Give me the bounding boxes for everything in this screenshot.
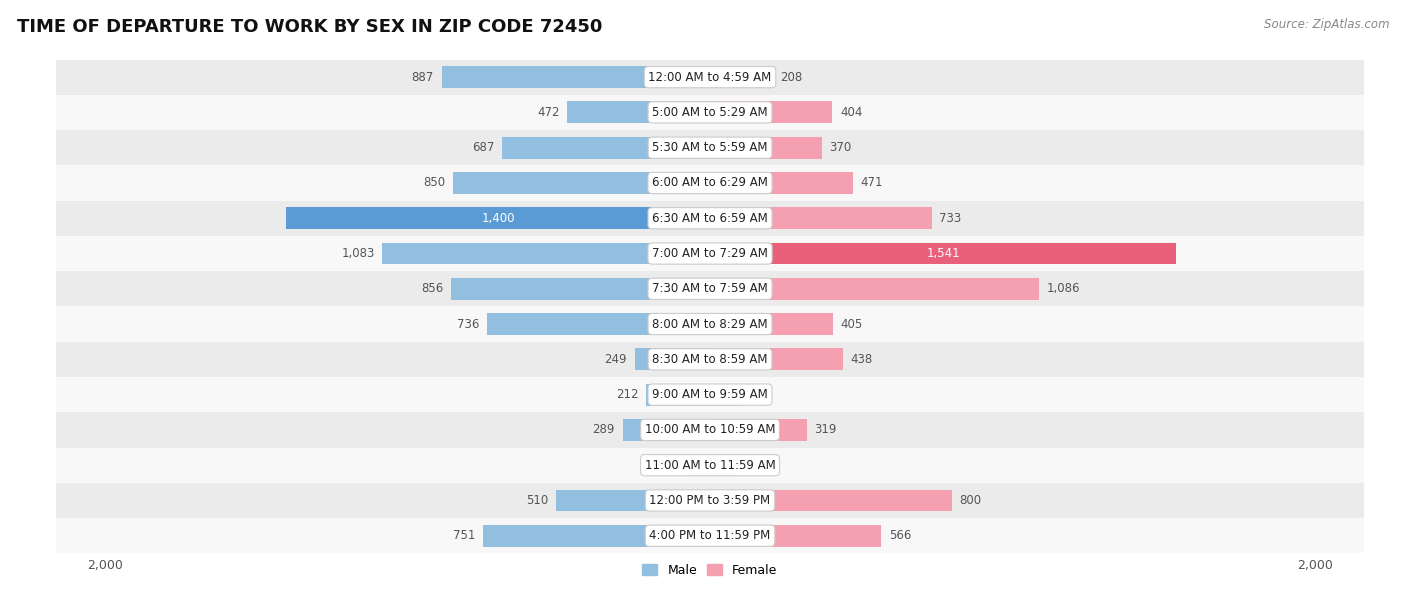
Bar (634, 349, 710, 370)
Text: 566: 566 (889, 529, 911, 542)
Bar (56, 342, 1364, 377)
Bar (56, 483, 1364, 518)
Text: 751: 751 (453, 529, 475, 542)
Text: 10:00 AM to 10:59 AM: 10:00 AM to 10:59 AM (645, 424, 775, 436)
Text: 12:00 AM to 4:59 AM: 12:00 AM to 4:59 AM (648, 71, 772, 84)
Text: 800: 800 (960, 494, 981, 507)
Text: 319: 319 (814, 424, 837, 436)
Text: 12:00 PM to 3:59 PM: 12:00 PM to 3:59 PM (650, 494, 770, 507)
Text: 8:00 AM to 8:29 AM: 8:00 AM to 8:29 AM (652, 318, 768, 331)
Text: 87: 87 (744, 459, 759, 472)
Bar (382, 243, 710, 264)
Text: 4:00 PM to 11:59 PM: 4:00 PM to 11:59 PM (650, 529, 770, 542)
Text: 100: 100 (748, 388, 770, 401)
Text: 736: 736 (457, 318, 479, 331)
Text: Source: ZipAtlas.com: Source: ZipAtlas.com (1264, 18, 1389, 31)
Bar (56, 306, 1364, 342)
Bar (710, 172, 852, 194)
Bar (56, 130, 1364, 165)
Text: 687: 687 (472, 141, 495, 154)
Text: 289: 289 (592, 424, 614, 436)
Legend: Male, Female: Male, Female (637, 559, 783, 582)
Bar (482, 525, 710, 547)
Bar (710, 454, 737, 476)
Text: 1,083: 1,083 (342, 247, 374, 260)
Text: 73: 73 (665, 459, 681, 472)
Bar (451, 278, 710, 300)
Bar (710, 349, 842, 370)
Bar (56, 201, 1364, 236)
Text: 404: 404 (839, 106, 862, 119)
Bar (710, 384, 741, 406)
Text: 887: 887 (412, 71, 434, 84)
Text: 7:00 AM to 7:29 AM: 7:00 AM to 7:29 AM (652, 247, 768, 260)
Bar (488, 313, 710, 335)
Text: 1,541: 1,541 (927, 247, 960, 260)
Bar (56, 165, 1364, 201)
Bar (287, 207, 710, 229)
Text: 1,086: 1,086 (1046, 282, 1080, 295)
Bar (710, 137, 823, 159)
Bar (56, 236, 1364, 271)
Bar (56, 95, 1364, 130)
Text: 212: 212 (616, 388, 638, 401)
Text: 733: 733 (939, 212, 962, 225)
Text: TIME OF DEPARTURE TO WORK BY SEX IN ZIP CODE 72450: TIME OF DEPARTURE TO WORK BY SEX IN ZIP … (17, 18, 602, 36)
Text: 6:30 AM to 6:59 AM: 6:30 AM to 6:59 AM (652, 212, 768, 225)
Bar (453, 172, 710, 194)
Text: 510: 510 (526, 494, 548, 507)
Bar (710, 419, 807, 441)
Bar (710, 490, 952, 511)
Bar (710, 278, 1039, 300)
Bar (688, 454, 710, 476)
Text: 5:00 AM to 5:29 AM: 5:00 AM to 5:29 AM (652, 106, 768, 119)
Bar (710, 66, 773, 88)
Bar (56, 377, 1364, 412)
Text: 249: 249 (605, 353, 627, 366)
Text: 1,400: 1,400 (481, 212, 515, 225)
Bar (710, 525, 882, 547)
Text: 9:00 AM to 9:59 AM: 9:00 AM to 9:59 AM (652, 388, 768, 401)
Bar (710, 102, 832, 123)
Text: 850: 850 (423, 177, 446, 189)
Bar (56, 447, 1364, 483)
Bar (56, 518, 1364, 553)
Text: 405: 405 (841, 318, 862, 331)
Bar (56, 60, 1364, 95)
Bar (56, 271, 1364, 306)
Bar (623, 419, 710, 441)
Bar (567, 102, 710, 123)
Text: 5:30 AM to 5:59 AM: 5:30 AM to 5:59 AM (652, 141, 768, 154)
Bar (555, 490, 710, 511)
Text: 6:00 AM to 6:29 AM: 6:00 AM to 6:29 AM (652, 177, 768, 189)
Text: 438: 438 (851, 353, 872, 366)
Text: 472: 472 (537, 106, 560, 119)
Bar (441, 66, 710, 88)
Text: 856: 856 (422, 282, 443, 295)
Bar (710, 243, 1177, 264)
Bar (710, 313, 832, 335)
Text: 208: 208 (780, 71, 803, 84)
Text: 370: 370 (830, 141, 852, 154)
Bar (502, 137, 710, 159)
Text: 7:30 AM to 7:59 AM: 7:30 AM to 7:59 AM (652, 282, 768, 295)
Bar (56, 412, 1364, 447)
Text: 471: 471 (860, 177, 883, 189)
Text: 8:30 AM to 8:59 AM: 8:30 AM to 8:59 AM (652, 353, 768, 366)
Bar (645, 384, 710, 406)
Text: 11:00 AM to 11:59 AM: 11:00 AM to 11:59 AM (645, 459, 775, 472)
Bar (710, 207, 932, 229)
